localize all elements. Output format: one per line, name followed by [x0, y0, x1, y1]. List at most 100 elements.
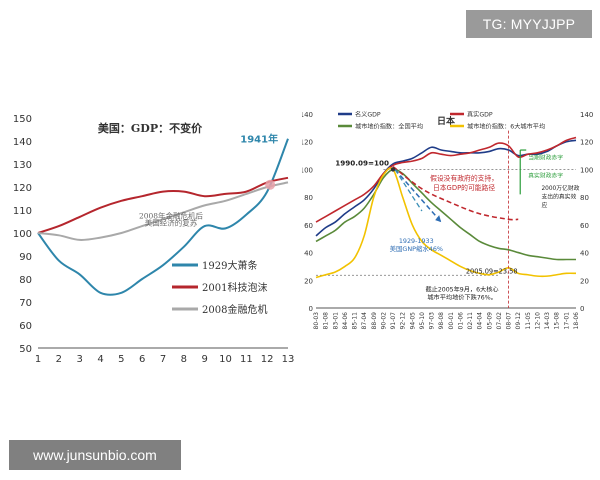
x-tick-label: 91-07	[390, 312, 397, 330]
x-tick-label: 85-11	[352, 312, 359, 330]
x-tick-label: 10	[219, 354, 232, 365]
x-tick-label: 14-03	[544, 312, 551, 330]
annotation-label: 2005.09=23.58	[466, 267, 518, 275]
x-tick-label: 00-01	[448, 312, 455, 330]
y2-tick-label: 120	[580, 139, 593, 147]
y-tick-label: 60	[304, 222, 313, 230]
series-line	[37, 138, 289, 296]
y-tick-label: 20	[304, 277, 313, 285]
x-tick-label: 11-05	[525, 312, 532, 330]
convergence-marker	[265, 179, 276, 190]
peak-marker	[390, 167, 396, 172]
annotation-label: 支出的真实效	[541, 193, 576, 201]
annotation-label: 当期财政赤字	[528, 154, 563, 162]
arrow-head	[435, 215, 442, 223]
x-tick-label: 87-04	[361, 312, 368, 330]
y2-tick-label: 40	[580, 250, 589, 258]
comparison-arrow-teal	[394, 169, 423, 212]
annotation-label: 美国GNP缩水46%	[390, 244, 443, 253]
y-tick-label: 100	[13, 229, 32, 240]
x-tick-label: 6	[139, 354, 145, 365]
chart-title: 日本	[437, 115, 456, 127]
series-line	[315, 168, 576, 261]
annotation-label: 日本GDP的可能路径	[433, 183, 495, 192]
x-tick-label: 09-12	[515, 312, 522, 330]
y-tick-label: 140	[302, 111, 313, 119]
x-tick-label: 92-12	[400, 312, 407, 330]
x-tick-label: 3	[76, 354, 82, 365]
x-tick-label: 1	[35, 354, 41, 365]
legend-label: 2008金融危机	[202, 303, 267, 316]
series-line	[37, 181, 289, 241]
y-tick-label: 90	[19, 252, 32, 263]
x-tick-label: 98-08	[438, 312, 445, 330]
x-tick-label: 02-11	[467, 312, 474, 330]
hypothetical-gdp-path	[392, 166, 519, 221]
x-tick-label: 4	[97, 354, 103, 365]
x-tick-label: 12-10	[534, 312, 541, 330]
annotation-label: 美国经济的复苏	[145, 218, 198, 228]
japan-gdp-land-chart: 0 0 20 20 40 40 60 60 80 80 100 100 120 120 140 140 80-0…	[302, 111, 593, 330]
y2-tick-label: 140	[580, 111, 593, 119]
x-tick-label: 88-09	[371, 312, 378, 330]
annotation-label: 应	[541, 201, 547, 209]
x-tick-label: 8	[181, 354, 187, 365]
annotation-label: 真实财政赤字	[528, 172, 563, 180]
x-tick-label: 81-08	[323, 312, 330, 330]
us-gdp-chart-panel: 50 60 70 80 90 100 110 120 130 140 150 1 2 3 4 5 6 7 8 9 10 1…	[0, 100, 298, 390]
y-tick-label: 110	[13, 206, 32, 217]
series-line	[315, 167, 577, 279]
x-tick-label: 94-05	[409, 312, 416, 330]
series-line	[37, 176, 289, 234]
annotation-label: 1941年	[240, 133, 278, 146]
x-tick-label: 04-04	[477, 312, 484, 330]
x-tick-label: 84-06	[342, 312, 349, 330]
y-tick-label: 150	[13, 114, 32, 125]
x-tick-label: 97-03	[429, 312, 436, 330]
annotation-label: 截止2005年9月，6大核心	[426, 285, 499, 293]
y2-tick-label: 60	[580, 222, 589, 230]
y-tick-label: 80	[304, 194, 313, 202]
legend-label: 城市地价指数：6大城市平均	[467, 123, 545, 131]
x-tick-label: 01-06	[457, 312, 464, 330]
y-tick-label: 130	[13, 160, 32, 171]
y-tick-label: 120	[13, 183, 32, 194]
x-tick-label: 95-10	[419, 312, 426, 330]
x-tick-label: 5	[118, 354, 124, 365]
x-tick-label: 05-09	[486, 312, 493, 330]
legend-label: 1929大萧条	[202, 259, 257, 272]
y-tick-label: 100	[302, 166, 313, 174]
legend-label: 城市地价指数：全国平均	[355, 123, 423, 131]
x-tick-label: 07-02	[496, 312, 503, 330]
japan-chart-panel: 0 0 20 20 40 40 60 60 80 80 100 100 120 120 140 140 80-0…	[302, 100, 600, 390]
x-tick-label: 83-01	[332, 312, 339, 330]
series-line	[315, 136, 577, 223]
y2-tick-label: 80	[580, 194, 589, 202]
annotation-label: 2000万亿财政	[541, 184, 579, 192]
x-tick-label: 7	[160, 354, 166, 365]
x-tick-label: 2	[56, 354, 62, 365]
x-tick-label: 08-07	[506, 312, 513, 330]
chart-title: 美国：GDP：不变价	[98, 121, 203, 135]
y-tick-label: 70	[19, 298, 32, 309]
y2-tick-label: 100	[580, 166, 593, 174]
x-tick-label: 17-01	[563, 312, 570, 330]
x-tick-label: 12	[261, 354, 274, 365]
y2-tick-label: 20	[580, 277, 589, 285]
legend-label: 名义GDP	[355, 111, 381, 119]
annotation-label: 1990.09=100	[335, 158, 389, 167]
x-tick-label: 80-03	[313, 312, 320, 330]
watermark-top: TG: MYYJJPP	[466, 10, 592, 38]
legend-label: 2001科技泡沫	[202, 281, 267, 294]
y-tick-label: 40	[304, 250, 313, 258]
x-tick-label: 15-08	[554, 312, 561, 330]
y-tick-label: 60	[19, 321, 32, 332]
y-tick-label: 120	[302, 139, 313, 147]
annotation-label: 假设没有政府的支持，	[430, 174, 498, 183]
y2-tick-label: 0	[580, 305, 584, 313]
y-tick-label: 140	[13, 137, 32, 148]
comparison-arrow-blue	[394, 168, 442, 223]
x-tick-label: 13	[282, 354, 295, 365]
watermark-bottom: www.junsunbio.com	[9, 440, 181, 470]
